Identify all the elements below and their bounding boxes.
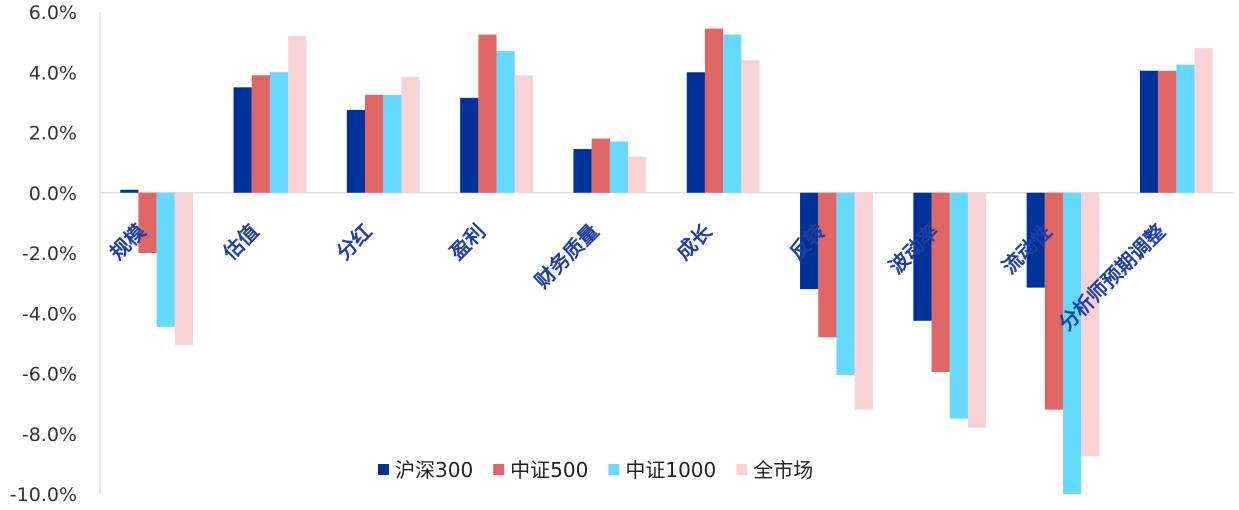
y-tick-label: 4.0%	[29, 62, 77, 84]
bar	[949, 192, 968, 419]
bar	[913, 192, 932, 321]
bar	[1194, 48, 1213, 193]
bar	[514, 75, 533, 193]
bar	[818, 192, 837, 338]
bar	[591, 138, 610, 193]
bar	[346, 109, 366, 193]
category-label: 估值	[218, 219, 264, 265]
bar	[401, 76, 420, 193]
category-label: 分红	[332, 219, 377, 264]
bar	[741, 60, 760, 193]
legend-label: 沪深300	[395, 458, 473, 482]
bar	[365, 94, 384, 193]
bar	[288, 36, 307, 193]
legend-swatch	[736, 464, 748, 475]
bar	[174, 192, 194, 345]
bar	[269, 72, 289, 193]
y-tick-label: -4.0%	[22, 303, 77, 325]
legend-label: 中证1000	[625, 458, 716, 482]
bar	[120, 189, 139, 193]
bar	[1176, 64, 1195, 193]
bar	[1026, 192, 1045, 288]
bar	[251, 75, 270, 193]
bar	[496, 51, 515, 193]
bar	[1044, 192, 1064, 410]
legend-label: 中证500	[510, 458, 588, 482]
y-tick-label: 2.0%	[29, 123, 77, 145]
bar	[686, 72, 705, 193]
y-tick-label: -10.0%	[10, 484, 77, 506]
bar	[931, 192, 950, 372]
bar	[1063, 192, 1082, 494]
bar	[1158, 70, 1177, 193]
legend: 沪深300 中证500 中证1000 全市场	[378, 458, 813, 482]
bar	[478, 34, 497, 193]
bar	[628, 156, 647, 193]
bar	[156, 192, 175, 327]
bar	[967, 192, 987, 428]
y-tick-label: 6.0%	[29, 2, 77, 24]
y-tick-label: -2.0%	[22, 243, 77, 265]
bar	[233, 87, 252, 193]
legend-swatch	[608, 464, 620, 475]
bars-group	[120, 28, 1213, 494]
y-tick-label: -8.0%	[22, 424, 77, 446]
bar	[723, 34, 742, 193]
bar	[836, 192, 855, 376]
bar	[1081, 192, 1100, 457]
bar	[138, 192, 157, 253]
category-label: 财务质量	[530, 219, 604, 293]
bar	[383, 94, 402, 193]
bar	[460, 97, 479, 193]
category-label: 成长	[671, 219, 717, 265]
bar	[800, 192, 819, 290]
bar	[609, 141, 629, 193]
legend-swatch	[493, 464, 505, 475]
bar	[854, 192, 873, 410]
y-tick-label: 0.0%	[29, 183, 77, 205]
bar	[1139, 70, 1159, 193]
bar	[573, 149, 592, 193]
y-tick-label: -6.0%	[22, 364, 77, 386]
legend-label: 全市场	[753, 458, 813, 482]
bar	[704, 28, 724, 193]
legend-swatch	[378, 464, 389, 475]
category-label: 盈利	[444, 219, 490, 265]
